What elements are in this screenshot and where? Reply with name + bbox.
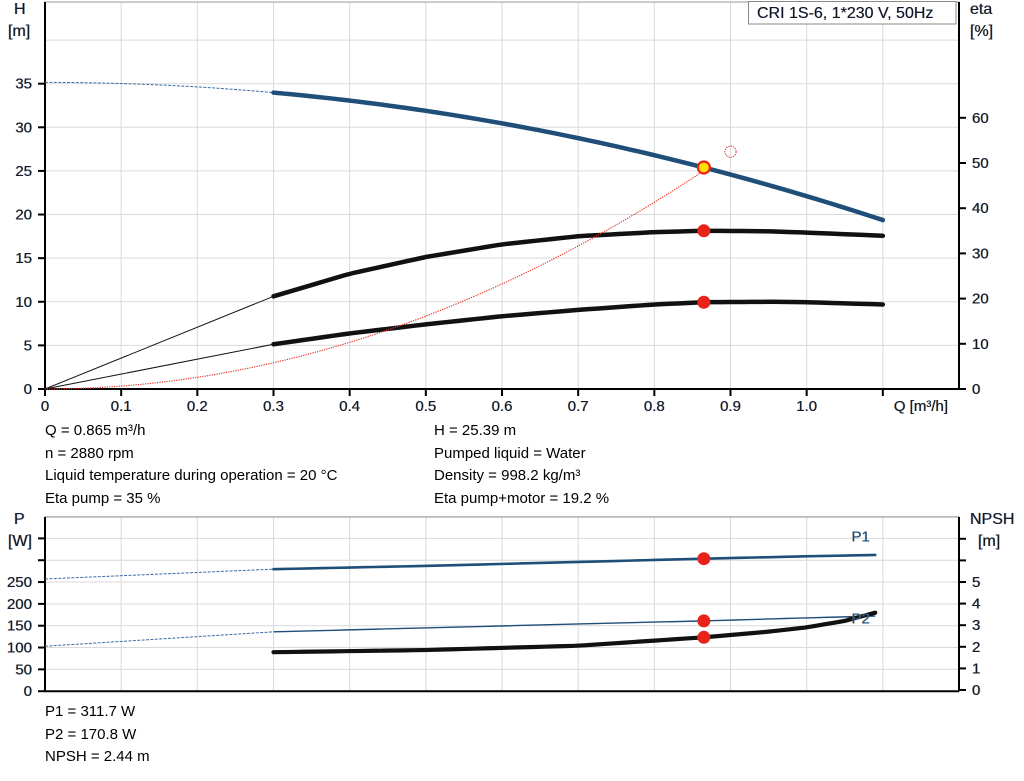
svg-text:50: 50 [972, 155, 989, 172]
svg-text:4: 4 [972, 596, 980, 613]
svg-text:60: 60 [972, 110, 989, 127]
svg-text:CRI 1S-6, 1*230 V, 50Hz: CRI 1S-6, 1*230 V, 50Hz [757, 5, 933, 22]
svg-text:40: 40 [972, 200, 989, 217]
svg-text:25: 25 [15, 163, 32, 180]
svg-text:P2: P2 [852, 611, 870, 628]
svg-text:0.1: 0.1 [111, 398, 132, 415]
svg-text:35: 35 [15, 76, 32, 93]
svg-text:[%]: [%] [970, 23, 993, 40]
svg-text:250: 250 [7, 574, 32, 591]
svg-text:NPSH: NPSH [970, 511, 1014, 528]
svg-text:0.6: 0.6 [492, 398, 513, 415]
svg-text:5: 5 [24, 337, 32, 354]
svg-text:1: 1 [972, 660, 980, 677]
svg-text:0.4: 0.4 [339, 398, 360, 415]
svg-text:1.0: 1.0 [796, 398, 817, 415]
svg-text:0: 0 [972, 682, 980, 699]
svg-text:3: 3 [972, 617, 980, 634]
svg-text:15: 15 [15, 250, 32, 267]
svg-text:5: 5 [972, 574, 980, 591]
svg-text:P: P [14, 511, 25, 528]
svg-text:0.5: 0.5 [415, 398, 436, 415]
svg-text:0: 0 [24, 381, 32, 398]
svg-text:0.3: 0.3 [263, 398, 284, 415]
svg-text:150: 150 [7, 618, 32, 635]
svg-text:Q [m³/h]: Q [m³/h] [894, 398, 948, 415]
svg-text:200: 200 [7, 596, 32, 613]
svg-text:30: 30 [972, 245, 989, 262]
svg-text:0: 0 [41, 398, 49, 415]
svg-text:[m]: [m] [978, 533, 1000, 550]
svg-text:[W]: [W] [8, 533, 32, 550]
svg-text:0.9: 0.9 [720, 398, 741, 415]
svg-text:eta: eta [970, 1, 992, 18]
svg-text:0.7: 0.7 [568, 398, 589, 415]
svg-text:2: 2 [972, 639, 980, 656]
svg-text:10: 10 [972, 336, 989, 353]
svg-text:0.8: 0.8 [644, 398, 665, 415]
svg-text:[m]: [m] [8, 23, 30, 40]
svg-text:0.2: 0.2 [187, 398, 208, 415]
svg-text:H: H [14, 1, 26, 18]
svg-text:P1: P1 [852, 529, 870, 546]
svg-text:50: 50 [15, 661, 32, 678]
svg-text:0: 0 [972, 381, 980, 398]
svg-text:0: 0 [24, 683, 32, 700]
svg-text:20: 20 [972, 291, 989, 308]
svg-text:10: 10 [15, 294, 32, 311]
svg-text:20: 20 [15, 207, 32, 224]
svg-text:100: 100 [7, 640, 32, 657]
svg-text:30: 30 [15, 119, 32, 136]
